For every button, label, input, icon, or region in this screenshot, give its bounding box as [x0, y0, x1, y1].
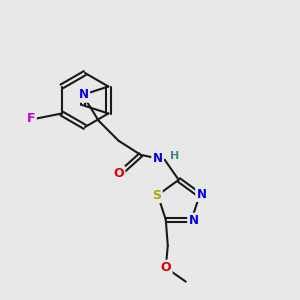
Text: H: H	[170, 151, 179, 161]
Text: N: N	[153, 152, 163, 165]
Text: N: N	[79, 88, 89, 101]
Text: N: N	[189, 214, 199, 227]
Text: F: F	[27, 112, 35, 125]
Text: O: O	[113, 167, 124, 180]
Text: N: N	[196, 188, 207, 200]
Text: O: O	[160, 261, 171, 274]
Text: S: S	[152, 188, 161, 202]
